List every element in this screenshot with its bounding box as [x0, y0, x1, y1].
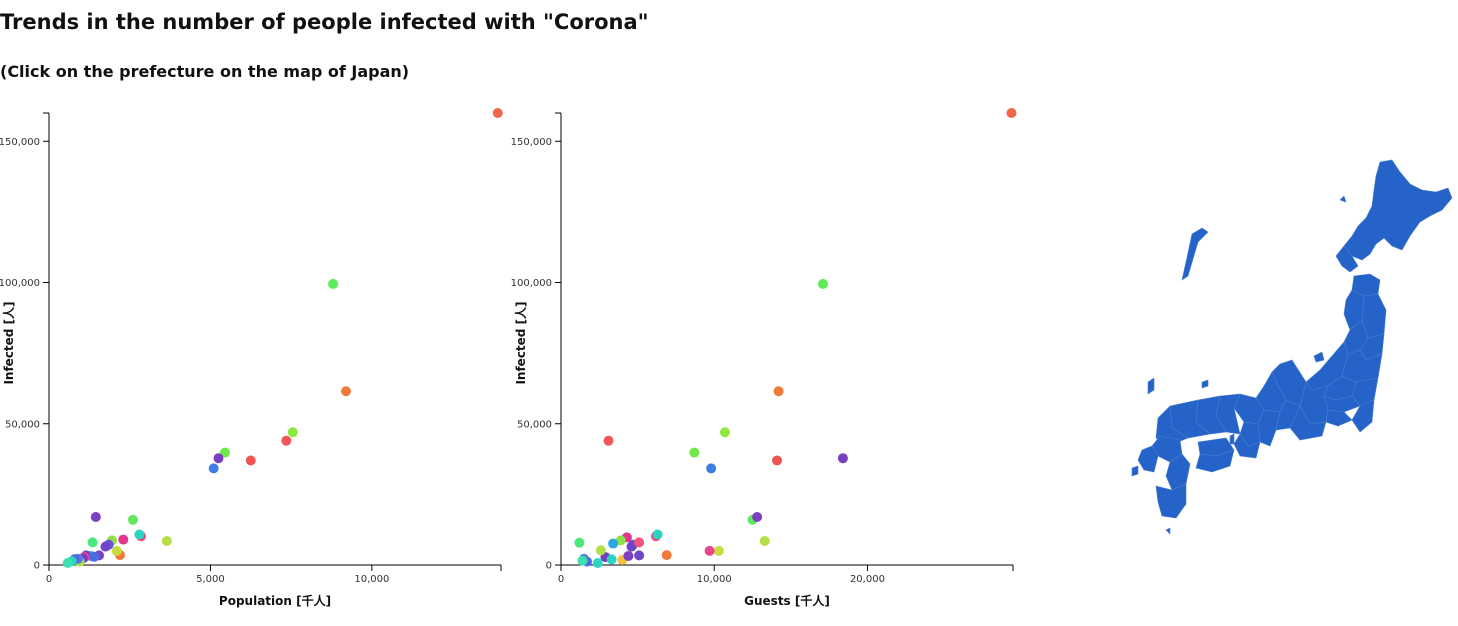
island-rishiri[interactable]: [1339, 195, 1347, 203]
scatter-point[interactable]: [713, 545, 724, 556]
x-tick-label: 10,000: [354, 574, 389, 585]
prefecture-hokkaido[interactable]: [1343, 159, 1453, 261]
island-goto[interactable]: [1131, 465, 1139, 477]
y-axis-label: Infected [人]: [1, 301, 16, 384]
scatter-point[interactable]: [592, 558, 603, 569]
prefecture-kanagawa[interactable]: [1325, 409, 1353, 427]
scatter-point[interactable]: [127, 514, 138, 525]
scatter-point[interactable]: [689, 447, 700, 458]
scatter-point[interactable]: [615, 535, 626, 546]
scatter-point[interactable]: [118, 534, 129, 545]
island-awaji[interactable]: [1229, 433, 1235, 445]
y-tick-label: 50,000: [517, 419, 552, 430]
guests-scatter-chart: 0 50,000 100,000 150,000 0 10,000 20,000 Guests…: [511, 108, 1017, 608]
y-tick-label: 150,000: [0, 137, 40, 148]
scatter-point[interactable]: [574, 537, 585, 548]
scatter-point[interactable]: [704, 545, 715, 556]
scatter-point[interactable]: [134, 529, 145, 540]
island-tsushima[interactable]: [1147, 377, 1155, 395]
scatter-point[interactable]: [245, 455, 256, 466]
prefecture-hokkaido-south[interactable]: [1335, 245, 1359, 273]
population-scatter-chart: 0 50,000 100,000 150,000 0 5,000 10,000 Populat…: [0, 108, 503, 608]
page-title: Trends in the number of people infected …: [0, 10, 649, 34]
scatter-point[interactable]: [1006, 108, 1017, 118]
scatter-point[interactable]: [208, 463, 219, 474]
x-tick-label: 5,000: [196, 574, 225, 585]
scatter-point[interactable]: [652, 529, 663, 540]
page-subtitle: (Click on the prefecture on the map of J…: [0, 62, 410, 81]
prefecture-yamaguchi[interactable]: [1155, 405, 1189, 447]
scatter-point[interactable]: [161, 535, 172, 546]
y-tick-label: 100,000: [0, 278, 40, 289]
japan-map[interactable]: [1130, 150, 1455, 620]
scatter-point[interactable]: [603, 435, 614, 446]
scatter-point[interactable]: [634, 537, 645, 548]
scatter-point[interactable]: [719, 427, 730, 438]
x-axis-label: Population [千人]: [219, 593, 331, 608]
scatter-point[interactable]: [89, 551, 100, 562]
y-tick-label: 0: [34, 561, 40, 572]
x-tick-label: 20,000: [850, 574, 885, 585]
island-north-fragments[interactable]: [1181, 227, 1209, 281]
scatter-point[interactable]: [287, 427, 298, 438]
scatter-point[interactable]: [623, 550, 634, 561]
island-oki[interactable]: [1201, 379, 1209, 389]
scatter-point[interactable]: [661, 550, 672, 561]
x-tick-label: 10,000: [697, 574, 732, 585]
scatter-point[interactable]: [772, 455, 783, 466]
scatter-point[interactable]: [328, 278, 339, 289]
y-axis-label: Infected [人]: [513, 301, 528, 384]
scatter-point[interactable]: [595, 545, 606, 556]
scatter-point[interactable]: [634, 550, 645, 561]
scatter-point[interactable]: [759, 535, 770, 546]
island-sado[interactable]: [1313, 351, 1325, 363]
scatter-point[interactable]: [837, 453, 848, 464]
scatter-point[interactable]: [626, 541, 637, 552]
scatter-point[interactable]: [577, 555, 588, 566]
scatter-point[interactable]: [90, 511, 101, 522]
y-tick-label: 50,000: [5, 419, 40, 430]
scatter-point[interactable]: [608, 538, 619, 549]
scatter-point[interactable]: [706, 463, 717, 474]
scatter-point[interactable]: [100, 541, 111, 552]
y-tick-label: 0: [546, 561, 552, 572]
scatter-point[interactable]: [752, 511, 763, 522]
scatter-point[interactable]: [281, 435, 292, 446]
scatter-point[interactable]: [219, 447, 230, 458]
prefecture-shikoku-south[interactable]: [1195, 449, 1235, 473]
x-axis-label: Guests [千人]: [744, 593, 830, 608]
scatter-point[interactable]: [606, 554, 617, 565]
scatter-point[interactable]: [818, 278, 829, 289]
prefecture-miyazaki-kagoshima[interactable]: [1155, 483, 1187, 519]
island-yakushima[interactable]: [1165, 527, 1171, 535]
scatter-point[interactable]: [341, 386, 352, 397]
y-tick-label: 150,000: [511, 137, 552, 148]
y-tick-label: 100,000: [511, 278, 552, 289]
scatter-point[interactable]: [773, 386, 784, 397]
scatter-point[interactable]: [87, 537, 98, 548]
prefecture-chiba[interactable]: [1351, 399, 1375, 433]
x-tick-label: 0: [558, 574, 564, 585]
scatter-point[interactable]: [492, 108, 503, 118]
scatter-point[interactable]: [111, 545, 122, 556]
x-tick-label: 0: [46, 574, 52, 585]
prefecture-nagasaki[interactable]: [1137, 445, 1159, 473]
scatter-point[interactable]: [213, 453, 224, 464]
scatter-point[interactable]: [62, 558, 73, 569]
